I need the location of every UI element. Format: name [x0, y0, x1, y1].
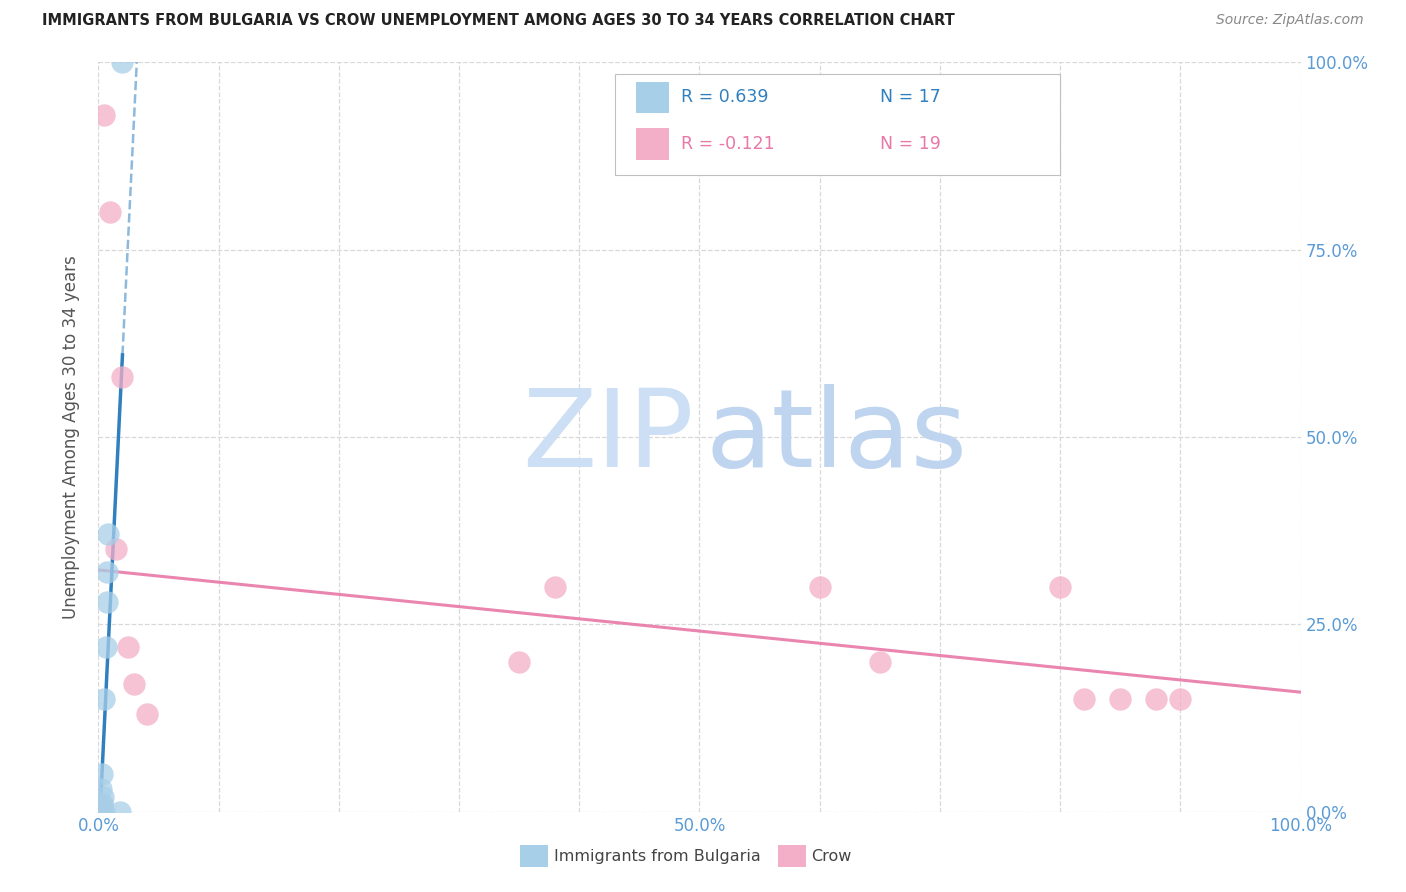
Point: [91, 797, 114, 812]
Point: [89, 805, 111, 819]
Bar: [636, 128, 669, 160]
Point: [1109, 692, 1132, 706]
Point: [1073, 692, 1095, 706]
Point: [135, 707, 157, 722]
Point: [544, 580, 567, 594]
Point: [96, 565, 118, 579]
Point: [1170, 692, 1192, 706]
Point: [105, 542, 128, 557]
Point: [97, 527, 120, 541]
Point: [1049, 580, 1071, 594]
Point: [91, 797, 114, 812]
Text: Crow: Crow: [811, 849, 852, 863]
Point: [94, 640, 117, 654]
Text: atlas: atlas: [706, 384, 967, 490]
FancyBboxPatch shape: [616, 74, 1060, 175]
Point: [117, 640, 139, 654]
Point: [1144, 692, 1167, 706]
Point: [90, 805, 112, 819]
Text: R = -0.121: R = -0.121: [682, 135, 775, 153]
Y-axis label: Unemployment Among Ages 30 to 34 years: Unemployment Among Ages 30 to 34 years: [62, 255, 80, 619]
Point: [96, 595, 118, 609]
Point: [91, 805, 114, 819]
Point: [91, 805, 114, 819]
Point: [93, 108, 115, 122]
Text: ZIP: ZIP: [522, 384, 693, 490]
Text: Source: ZipAtlas.com: Source: ZipAtlas.com: [1216, 13, 1364, 28]
Point: [93, 805, 115, 819]
Point: [869, 655, 891, 669]
Bar: [636, 81, 669, 113]
Point: [89, 805, 111, 819]
Point: [90, 782, 112, 797]
Text: N = 17: N = 17: [880, 88, 941, 106]
Point: [111, 370, 134, 384]
Point: [89, 797, 111, 812]
Point: [93, 692, 115, 706]
Text: R = 0.639: R = 0.639: [682, 88, 769, 106]
Point: [91, 767, 114, 781]
Point: [90, 805, 112, 819]
Point: [508, 655, 530, 669]
Point: [91, 789, 114, 804]
Text: IMMIGRANTS FROM BULGARIA VS CROW UNEMPLOYMENT AMONG AGES 30 TO 34 YEARS CORRELAT: IMMIGRANTS FROM BULGARIA VS CROW UNEMPLO…: [42, 13, 955, 29]
Point: [111, 55, 134, 70]
Point: [808, 580, 831, 594]
Point: [108, 805, 131, 819]
Text: Immigrants from Bulgaria: Immigrants from Bulgaria: [554, 849, 761, 863]
Point: [124, 677, 146, 691]
Text: N = 19: N = 19: [880, 135, 941, 153]
Point: [100, 205, 122, 219]
